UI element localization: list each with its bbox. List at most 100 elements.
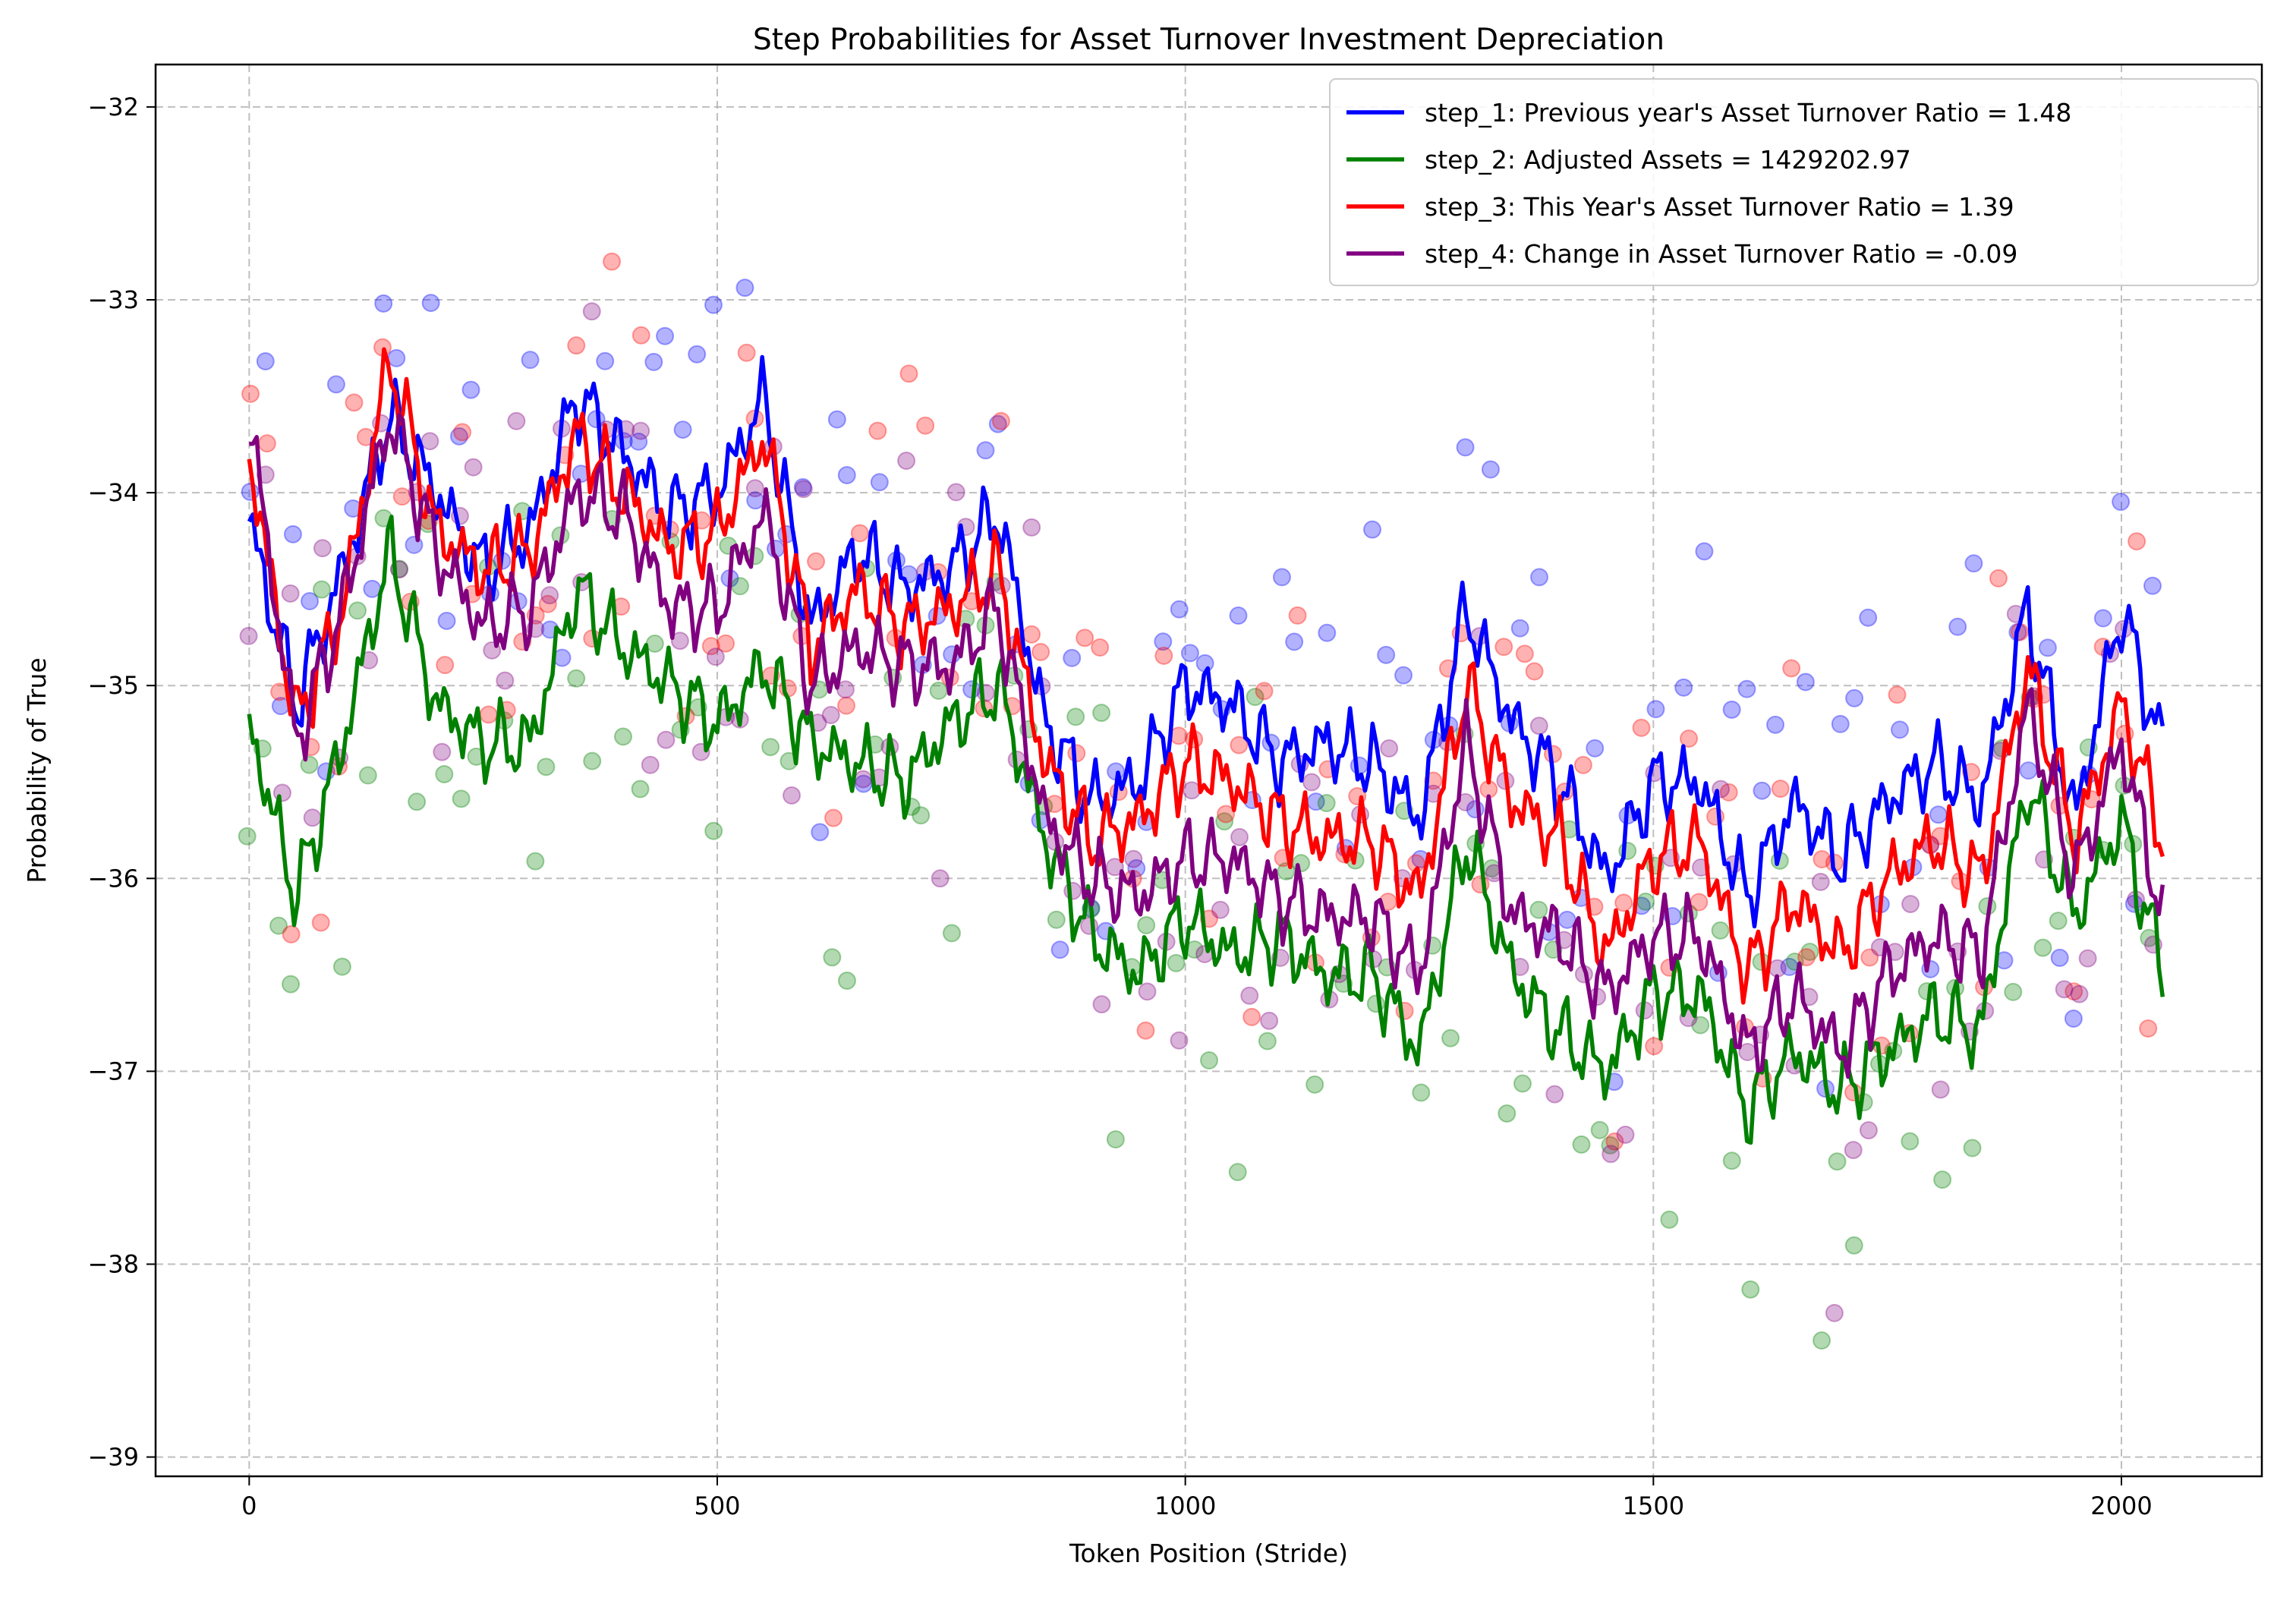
- scatter-point: [1636, 892, 1655, 911]
- scatter-point: [673, 421, 692, 439]
- scatter-point: [1741, 1280, 1760, 1299]
- scatter-point: [1498, 1104, 1516, 1123]
- scatter-point: [1494, 638, 1513, 657]
- scatter-point: [1601, 1136, 1620, 1154]
- scatter-point: [1305, 1075, 1324, 1094]
- scatter-point: [1138, 982, 1157, 1001]
- scatter-point: [783, 786, 802, 805]
- scatter-point: [1813, 1331, 1831, 1350]
- scatter-point: [538, 594, 557, 613]
- scatter-point: [1170, 1031, 1189, 1050]
- scatter-point: [1963, 1139, 1982, 1158]
- scatter-point: [1230, 827, 1249, 846]
- scatter-point: [1272, 568, 1291, 587]
- scatter-point: [521, 351, 540, 370]
- scatter-point: [1828, 1152, 1847, 1171]
- scatter-point: [1285, 632, 1304, 651]
- scatter-point: [644, 352, 663, 371]
- scatter-point: [311, 913, 330, 932]
- scatter-point: [1825, 1303, 1844, 1322]
- series-lines: [247, 347, 2165, 1145]
- y-tick-label: −36: [87, 864, 139, 893]
- scatter-point: [1230, 736, 1249, 754]
- scatter-point: [670, 632, 689, 650]
- scatter-point: [704, 295, 723, 314]
- scatter-point: [1136, 1021, 1155, 1040]
- scatter-point: [1891, 720, 1910, 739]
- scatter-point: [392, 487, 411, 506]
- scatter-point: [1859, 608, 1878, 627]
- scatter-point: [1931, 1080, 1950, 1099]
- scatter-point: [2055, 980, 2074, 999]
- scatter-point: [811, 823, 830, 842]
- scatter-point: [1228, 1163, 1247, 1182]
- series-line-step-1: [247, 354, 2165, 929]
- scatter-point: [850, 524, 869, 543]
- scatter-point: [1050, 940, 1069, 959]
- scatter-point: [1545, 1085, 1564, 1104]
- scatter-point: [1481, 460, 1500, 479]
- scatter-point: [1811, 872, 1830, 891]
- scatter-point: [582, 302, 601, 321]
- scatter-point: [596, 351, 615, 370]
- scatter-point: [239, 626, 258, 645]
- scatter-point: [1260, 1011, 1279, 1030]
- x-axis-title: Token Position (Stride): [1069, 1539, 1348, 1568]
- scatter-point: [824, 808, 843, 827]
- scatter-point: [1831, 714, 1850, 733]
- y-tick-label: −35: [87, 671, 139, 700]
- scatter-point: [1964, 554, 1983, 573]
- scatter-point: [688, 345, 707, 364]
- scatter-point: [1888, 685, 1907, 704]
- scatter-point: [461, 380, 480, 399]
- scatter-point: [793, 477, 812, 496]
- scatter-point: [641, 755, 660, 774]
- scatter-point: [854, 770, 873, 789]
- scatter-point: [1768, 959, 1787, 978]
- scatter-point: [868, 421, 887, 440]
- scatter-point: [701, 637, 720, 656]
- scatter-point: [269, 916, 288, 935]
- series-line-step-2: [247, 515, 2165, 1145]
- scatter-point: [1180, 644, 1199, 663]
- scatter-point: [2112, 493, 2131, 512]
- scatter-point: [1183, 781, 1202, 800]
- scatter-point: [312, 580, 331, 599]
- scatter-point: [1456, 438, 1475, 457]
- scatter-point: [2049, 912, 2068, 931]
- scatter-point: [332, 957, 351, 976]
- scatter-point: [1246, 688, 1265, 707]
- scatter-point: [1092, 995, 1111, 1014]
- scatter-point: [1063, 648, 1082, 667]
- scatter-point: [1645, 1037, 1664, 1056]
- scatter-point: [1137, 915, 1156, 934]
- scatter-point: [603, 252, 622, 271]
- scatter-point: [1605, 1132, 1624, 1151]
- scatter-point: [526, 852, 545, 871]
- scatter-point: [1154, 632, 1173, 651]
- scatter-point: [1859, 1121, 1878, 1140]
- scatter-point: [897, 452, 916, 471]
- series-line-step-3: [247, 347, 2165, 1005]
- scatter-point: [1797, 948, 1816, 967]
- scatter-point: [1844, 1236, 1863, 1255]
- scatter-point: [745, 479, 764, 498]
- x-tick-label: 500: [694, 1491, 740, 1520]
- scatter-point: [912, 806, 931, 825]
- scatter-point: [1901, 895, 1920, 914]
- scatter-point: [1380, 739, 1399, 758]
- scatter-point: [435, 764, 454, 783]
- scatter-point: [1632, 718, 1651, 737]
- scatter-point: [1076, 628, 1094, 647]
- scatter-point: [449, 427, 468, 446]
- scatter-point: [1242, 1007, 1261, 1026]
- scatter-point: [2139, 1019, 2158, 1038]
- scatter-point: [241, 384, 260, 403]
- x-tick-label: 1500: [1623, 1491, 1684, 1520]
- scatter-point: [1711, 921, 1730, 940]
- scatter-point: [1860, 948, 1879, 967]
- scatter-point: [358, 766, 377, 785]
- scatter-point: [836, 696, 855, 715]
